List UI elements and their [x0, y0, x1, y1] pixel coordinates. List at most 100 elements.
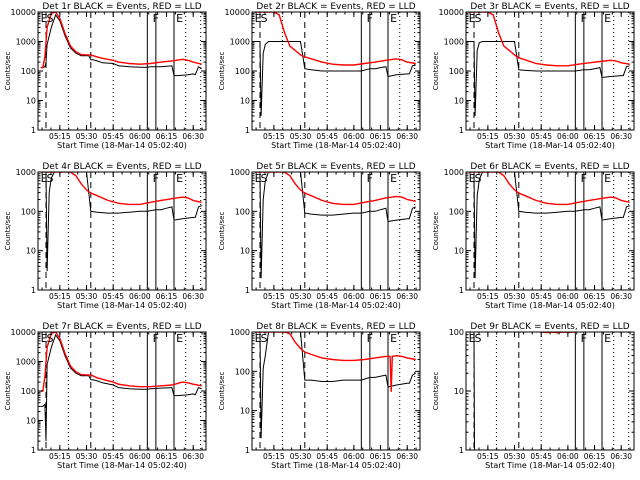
x-tick-label: 06:30: [610, 132, 632, 141]
series-lld: [40, 332, 202, 392]
x-tick-label: 06:00: [557, 132, 579, 141]
panel-title: Det 5r BLACK = Events, RED = LLD: [256, 162, 415, 172]
x-axis-label: Start Time (18-Mar-14 05:02:40): [57, 141, 187, 150]
y-tick-label: 100: [21, 387, 36, 396]
y-tick-label: 100: [21, 207, 36, 216]
x-tick-label: 06:00: [557, 292, 579, 301]
marker-label: F: [581, 172, 587, 185]
y-tick-label: 10000: [11, 328, 36, 337]
y-tick-label: 1: [245, 126, 250, 135]
series-events: [468, 41, 630, 116]
plot-area: [40, 332, 202, 450]
series-events: [40, 13, 202, 77]
y-tick-label: 1: [245, 446, 250, 455]
marker-label: F: [581, 332, 587, 345]
x-tick-label: 05:45: [530, 132, 552, 141]
x-tick-label: 06:30: [610, 292, 632, 301]
x-tick-label: 06:00: [129, 452, 151, 461]
marker-label: E: [41, 12, 48, 25]
x-tick-label: 06:15: [584, 132, 606, 141]
marker-label: E: [176, 12, 183, 25]
x-tick-label: 05:30: [504, 292, 526, 301]
y-tick-label: 10: [26, 247, 36, 256]
x-tick-label: 06:30: [182, 292, 204, 301]
x-tick-label: 05:30: [504, 132, 526, 141]
axes-frame: [465, 171, 635, 291]
x-tick-label: 05:45: [316, 292, 338, 301]
x-tick-label: 05:45: [102, 452, 124, 461]
x-tick-label: 05:30: [290, 452, 312, 461]
y-tick-label: 100: [449, 67, 464, 76]
y-tick-label: 10: [454, 387, 464, 396]
x-tick-label: 05:15: [49, 452, 71, 461]
y-tick-label: 1: [459, 126, 464, 135]
y-tick-label: 100: [235, 367, 250, 376]
y-tick-label: 100: [449, 328, 464, 337]
y-axis-label: Counts/sec: [218, 372, 226, 411]
y-tick-label: 1: [459, 286, 464, 295]
panel-title: Det 7r BLACK = Events, RED = LLD: [42, 322, 201, 332]
x-axis-label: Start Time (18-Mar-14 05:02:40): [485, 301, 615, 310]
y-tick-label: 100: [235, 207, 250, 216]
marker-label: S: [475, 12, 482, 25]
x-tick-label: 05:45: [530, 292, 552, 301]
x-tick-label: 06:15: [370, 292, 392, 301]
axes-frame: [251, 331, 421, 451]
marker-label: E: [604, 172, 611, 185]
y-tick-label: 100: [449, 207, 464, 216]
x-tick-label: 06:00: [343, 452, 365, 461]
plot-area: [254, 332, 416, 450]
x-tick-label: 05:15: [49, 292, 71, 301]
y-tick-label: 1000: [230, 38, 250, 47]
x-axis-label: Start Time (18-Mar-14 05:02:40): [485, 141, 615, 150]
marker-label: E: [390, 12, 397, 25]
marker-label: E: [390, 172, 397, 185]
panel-det-5: Det 5r BLACK = Events, RED = LLD 1 10 100 10…: [218, 162, 421, 310]
marker-label: S: [475, 332, 482, 345]
marker-label: E: [255, 332, 262, 345]
marker-label: F: [153, 12, 159, 25]
axes-frame: [465, 331, 635, 451]
marker-label: E: [604, 12, 611, 25]
panel-title: Det 6r BLACK = Events, RED = LLD: [470, 162, 629, 172]
y-tick-label: 100: [21, 67, 36, 76]
y-axis-label: Counts/sec: [4, 212, 12, 251]
x-tick-label: 06:30: [396, 292, 418, 301]
marker-label: E: [604, 332, 611, 345]
x-tick-label: 06:15: [156, 132, 178, 141]
y-axis-label: Counts/sec: [432, 212, 440, 251]
series-lld: [468, 172, 630, 206]
marker-label: E: [176, 332, 183, 345]
y-tick-label: 10: [240, 97, 250, 106]
series-events: [468, 172, 630, 279]
marker-label: S: [47, 12, 54, 25]
x-tick-label: 05:30: [504, 452, 526, 461]
x-tick-label: 06:15: [156, 292, 178, 301]
plot-area: [468, 332, 630, 450]
x-tick-label: 05:30: [290, 132, 312, 141]
x-tick-label: 05:45: [316, 132, 338, 141]
x-tick-label: 05:30: [76, 132, 98, 141]
x-tick-label: 06:00: [343, 292, 365, 301]
x-tick-label: 05:45: [102, 132, 124, 141]
marker-label: S: [261, 172, 268, 185]
y-tick-label: 1: [31, 126, 36, 135]
marker-label: S: [261, 332, 268, 345]
y-tick-label: 10: [240, 247, 250, 256]
y-tick-label: 1000: [16, 168, 36, 177]
panel-det-7: Det 7r BLACK = Events, RED = LLD 1 10 100 10…: [4, 322, 207, 470]
x-tick-label: 06:15: [370, 132, 392, 141]
marker-label: S: [47, 332, 54, 345]
marker-label: S: [261, 12, 268, 25]
series-lld: [40, 172, 202, 206]
panel-det-2: Det 2r BLACK = Events, RED = LLD 1 10 100 10…: [218, 2, 421, 150]
panel-title: Det 3r BLACK = Events, RED = LLD: [470, 2, 629, 12]
y-axis-label: Counts/sec: [218, 52, 226, 91]
x-tick-label: 06:30: [182, 452, 204, 461]
plot-area: [40, 172, 202, 290]
plot-area: [40, 12, 202, 130]
series-events: [254, 332, 416, 439]
y-tick-label: 10: [26, 97, 36, 106]
marker-label: E: [469, 172, 476, 185]
series-lld: [254, 332, 416, 392]
